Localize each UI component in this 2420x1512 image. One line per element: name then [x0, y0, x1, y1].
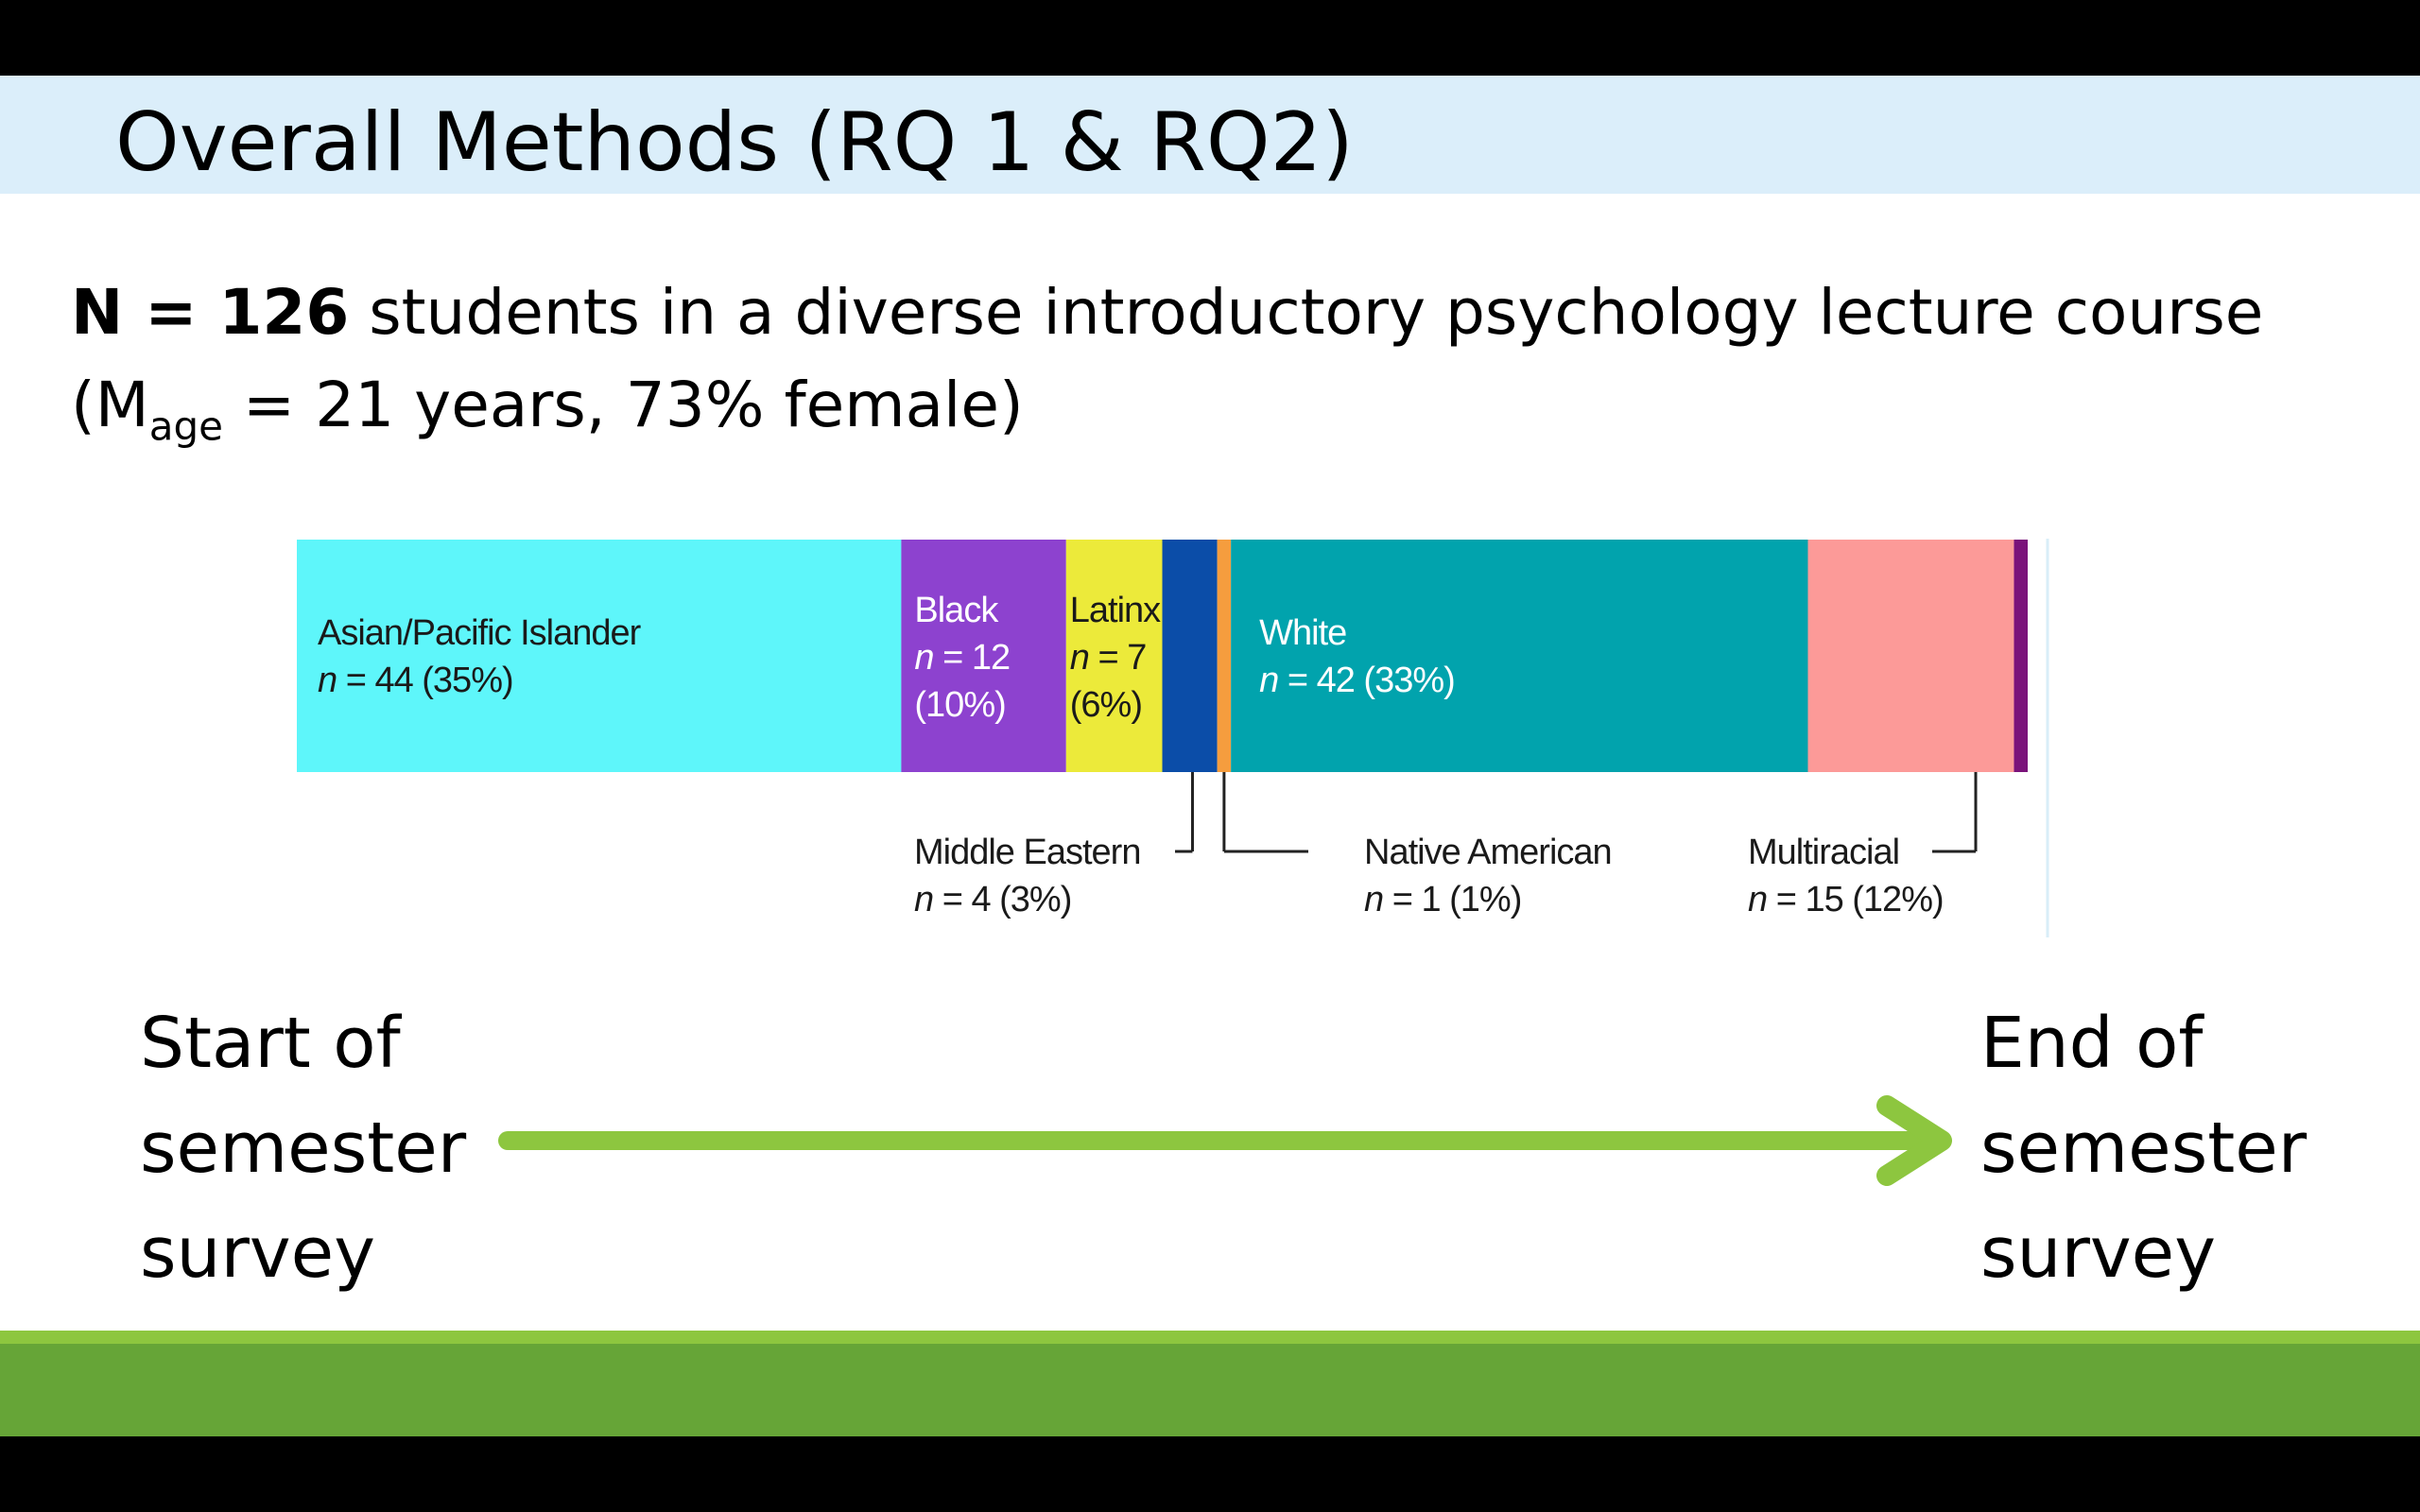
- end-label-line: survey: [1980, 1212, 2216, 1294]
- end-survey-label: End of semester survey: [1980, 991, 2396, 1306]
- start-label-line: Start of: [140, 1003, 401, 1084]
- timeline-arrow-head: [1876, 1095, 1952, 1186]
- segment-percent-black: (10%): [914, 685, 1005, 725]
- segment-count-multiracial: n = 15 (12%): [1748, 880, 1944, 919]
- letterbox-top: [0, 0, 2420, 76]
- bar-segment-white: [1231, 540, 1808, 772]
- age-prefix: (M: [71, 369, 149, 441]
- segment-count-middle-eastern: n = 4 (3%): [914, 880, 1071, 919]
- bar-segment-unlabeled-7: [2014, 540, 2028, 772]
- timeline-arrow: [498, 1095, 1952, 1186]
- bar-segment-black: [901, 540, 1066, 772]
- slide-title: Overall Methods (RQ 1 & RQ2): [115, 95, 1354, 190]
- footer-stripe: [0, 1331, 2420, 1344]
- bar-segment-latinx: [1065, 540, 1163, 772]
- segment-percent-latinx: (6%): [1070, 685, 1142, 725]
- segment-name-white: White: [1259, 613, 1346, 653]
- bar-segment-multiracial: [1807, 540, 2014, 772]
- segment-name-black: Black: [914, 591, 999, 630]
- sample-course-text: students in a diverse introductory psych…: [349, 276, 2264, 349]
- sample-size: N = 126: [71, 276, 350, 349]
- end-label-line: End of: [1980, 1003, 2204, 1084]
- bar-segment-native-american: [1217, 540, 1232, 772]
- age-subscript: age: [148, 403, 223, 450]
- segment-name-middle-eastern: Middle Eastern: [914, 833, 1140, 872]
- sample-description: N = 126 students in a diverse introducto…: [71, 266, 2377, 452]
- start-survey-label: Start of semester survey: [140, 991, 518, 1306]
- segment-count-asian-pacific-islander: n = 44 (35%): [318, 661, 513, 700]
- title-band: [0, 76, 2420, 194]
- segment-count-latinx: n = 7: [1070, 638, 1147, 678]
- segment-name-asian-pacific-islander: Asian/Pacific Islander: [318, 613, 642, 653]
- start-label-line: semester: [140, 1108, 467, 1189]
- segment-name-multiracial: Multiracial: [1748, 833, 1899, 872]
- letterbox-bottom: [0, 1436, 2420, 1512]
- stacked-bar: [297, 540, 2028, 772]
- start-label-line: survey: [140, 1212, 375, 1294]
- segment-count-white: n = 42 (33%): [1259, 661, 1455, 700]
- segment-count-native-american: n = 1 (1%): [1364, 880, 1521, 919]
- bar-labels: Asian/Pacific Islander n = 44 (35%) Black n…: [318, 591, 1945, 919]
- segment-name-latinx: Latinx: [1070, 591, 1161, 630]
- bar-segment-middle-eastern: [1162, 540, 1218, 772]
- leader-lines: [1175, 772, 1978, 853]
- footer-bar: [0, 1331, 2420, 1436]
- end-label-line: semester: [1980, 1108, 2308, 1189]
- segment-count-black: n = 12: [914, 638, 1010, 678]
- age-gender-text: = 21 years, 73% female): [222, 369, 1024, 441]
- segment-name-native-american: Native American: [1364, 833, 1612, 872]
- bar-segment-asian-pacific-islander: [297, 540, 902, 772]
